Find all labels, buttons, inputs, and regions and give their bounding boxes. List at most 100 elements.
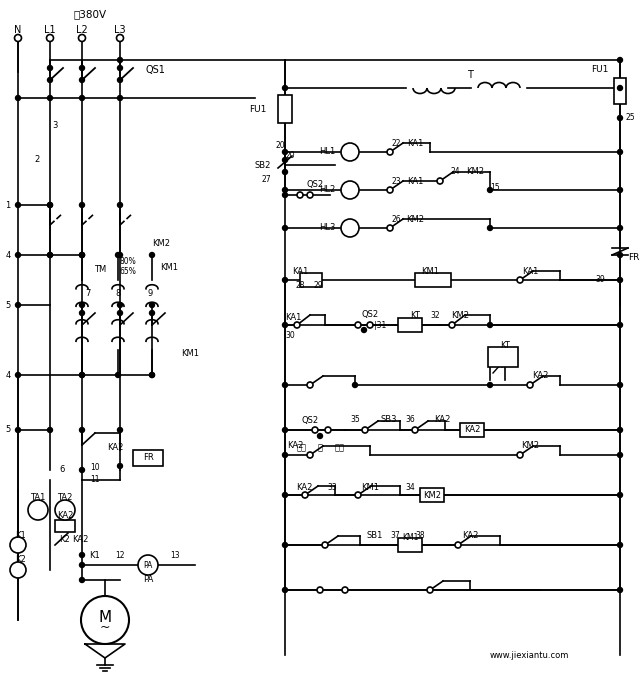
Circle shape bbox=[118, 58, 122, 62]
Circle shape bbox=[294, 322, 300, 328]
Circle shape bbox=[116, 35, 124, 41]
Bar bbox=[278, 95, 292, 123]
Text: 22: 22 bbox=[392, 138, 401, 148]
Circle shape bbox=[387, 225, 393, 231]
Circle shape bbox=[341, 219, 359, 237]
Circle shape bbox=[79, 553, 84, 557]
Circle shape bbox=[455, 542, 461, 548]
Text: 8: 8 bbox=[115, 289, 121, 298]
Circle shape bbox=[307, 382, 313, 388]
Text: KA2: KA2 bbox=[107, 443, 123, 452]
Text: T: T bbox=[467, 70, 473, 80]
Circle shape bbox=[115, 252, 120, 258]
Text: QS2: QS2 bbox=[362, 311, 379, 319]
Circle shape bbox=[362, 427, 368, 433]
Circle shape bbox=[387, 187, 393, 193]
Circle shape bbox=[47, 66, 52, 71]
Text: 65%: 65% bbox=[120, 268, 136, 277]
Circle shape bbox=[618, 85, 623, 90]
Circle shape bbox=[527, 382, 533, 388]
Circle shape bbox=[317, 433, 323, 439]
Bar bbox=[420, 488, 444, 502]
Text: KA2: KA2 bbox=[462, 530, 478, 540]
Circle shape bbox=[79, 468, 84, 473]
Text: QS2: QS2 bbox=[307, 180, 324, 189]
Text: 24: 24 bbox=[450, 167, 460, 176]
Text: QS2: QS2 bbox=[301, 416, 319, 424]
Circle shape bbox=[312, 427, 318, 433]
Text: 1: 1 bbox=[5, 201, 11, 210]
Text: HL2: HL2 bbox=[319, 186, 335, 195]
Circle shape bbox=[618, 452, 623, 458]
Circle shape bbox=[15, 252, 20, 258]
Circle shape bbox=[79, 578, 84, 582]
Circle shape bbox=[15, 302, 20, 308]
Text: KA2: KA2 bbox=[296, 483, 312, 492]
Circle shape bbox=[618, 428, 623, 433]
Circle shape bbox=[150, 372, 154, 378]
Text: 26: 26 bbox=[392, 214, 402, 224]
Circle shape bbox=[282, 188, 287, 193]
Text: SB2: SB2 bbox=[255, 161, 271, 170]
Circle shape bbox=[342, 587, 348, 593]
Circle shape bbox=[79, 252, 84, 258]
Text: KA1: KA1 bbox=[292, 268, 308, 277]
Circle shape bbox=[282, 193, 287, 197]
Circle shape bbox=[282, 150, 287, 155]
Circle shape bbox=[282, 382, 287, 388]
Circle shape bbox=[79, 203, 84, 207]
Circle shape bbox=[282, 323, 287, 327]
Circle shape bbox=[367, 322, 373, 328]
Text: 35: 35 bbox=[350, 416, 360, 424]
Text: 10: 10 bbox=[90, 462, 100, 471]
Circle shape bbox=[79, 252, 84, 258]
Circle shape bbox=[15, 428, 20, 433]
Circle shape bbox=[387, 149, 393, 155]
Text: 37: 37 bbox=[390, 530, 400, 540]
Circle shape bbox=[282, 157, 287, 163]
Bar bbox=[133, 450, 163, 466]
Circle shape bbox=[322, 542, 328, 548]
Text: 手动: 手动 bbox=[297, 443, 307, 452]
Text: 11: 11 bbox=[90, 475, 100, 485]
Text: 38: 38 bbox=[415, 530, 425, 540]
Text: 20: 20 bbox=[285, 151, 295, 159]
Circle shape bbox=[618, 150, 623, 155]
Text: N: N bbox=[14, 25, 22, 35]
Text: KM2: KM2 bbox=[521, 441, 539, 450]
Text: M: M bbox=[99, 610, 111, 624]
Circle shape bbox=[282, 492, 287, 498]
Circle shape bbox=[79, 311, 84, 315]
Text: HL3: HL3 bbox=[319, 224, 335, 233]
Circle shape bbox=[118, 203, 122, 207]
Circle shape bbox=[118, 428, 122, 433]
Text: KA1: KA1 bbox=[522, 268, 538, 277]
Text: KA1: KA1 bbox=[407, 176, 423, 186]
Circle shape bbox=[79, 35, 86, 41]
Text: HL1: HL1 bbox=[319, 148, 335, 157]
Circle shape bbox=[118, 302, 122, 308]
Circle shape bbox=[79, 372, 84, 378]
Text: 34: 34 bbox=[405, 483, 415, 492]
Circle shape bbox=[47, 96, 52, 100]
Circle shape bbox=[47, 35, 54, 41]
Text: KM2: KM2 bbox=[423, 490, 441, 500]
Circle shape bbox=[355, 322, 361, 328]
Circle shape bbox=[618, 58, 623, 62]
Circle shape bbox=[79, 302, 84, 308]
Circle shape bbox=[118, 66, 122, 71]
Text: www.jiexiantu.com: www.jiexiantu.com bbox=[490, 650, 570, 660]
Text: 5: 5 bbox=[5, 300, 11, 309]
Circle shape bbox=[282, 452, 287, 458]
Circle shape bbox=[81, 596, 129, 644]
Circle shape bbox=[618, 277, 623, 283]
Circle shape bbox=[10, 537, 26, 553]
Bar bbox=[415, 273, 451, 287]
Text: KA2: KA2 bbox=[434, 416, 450, 424]
Text: 4: 4 bbox=[5, 250, 11, 260]
Circle shape bbox=[282, 85, 287, 90]
Text: FU1: FU1 bbox=[591, 66, 608, 75]
Text: FU1: FU1 bbox=[250, 104, 267, 113]
Text: KM2: KM2 bbox=[451, 311, 469, 319]
Text: TM: TM bbox=[94, 266, 106, 275]
